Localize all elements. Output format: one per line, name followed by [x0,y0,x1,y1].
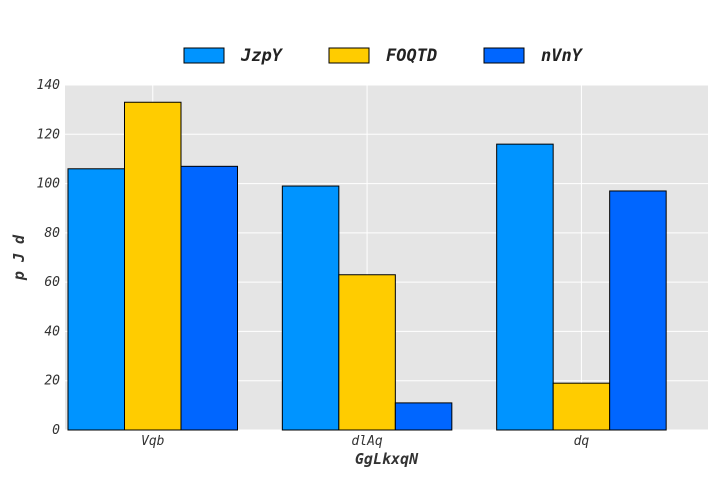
x-axis-label: GgLkxqN [355,450,419,468]
legend-label: nVnY [541,46,584,66]
bar-JzpY-Vqb [68,169,125,430]
x-tick-label: dlAq [351,434,382,449]
bar-nVnY-Vqb [181,166,238,430]
y-tick-label: 100 [37,177,61,192]
bar-JzpY-dlAq [282,186,339,430]
y-axis-label: p J d [10,234,28,281]
bar-nVnY-dlAq [395,403,452,430]
legend-label: FOQTD [386,46,437,66]
legend-swatch [184,48,224,63]
y-tick-label: 80 [44,226,60,241]
y-tick-label: 20 [44,374,60,389]
bar-FOQTD-dq [553,383,610,430]
legend-swatch [329,48,369,63]
y-tick-label: 120 [37,127,61,142]
y-tick-label: 140 [37,78,61,93]
x-tick-label: Vqb [141,434,165,449]
y-axis-ticks: 0 20 40 60 80 100 120 140 [37,78,61,438]
legend: JzpY FOQTD nVnY [184,46,584,66]
y-tick-label: 0 [52,423,60,438]
legend-swatch [484,48,524,63]
bar-FOQTD-dlAq [339,275,396,430]
bar-JzpY-dq [497,144,553,430]
bar-nVnY-dq [610,191,667,430]
x-axis-ticks: Vqb dlAq dq [141,434,589,449]
legend-label: JzpY [240,46,284,66]
x-tick-label: dq [574,434,590,449]
bar-FOQTD-Vqb [125,102,182,430]
y-tick-label: 60 [44,275,60,290]
y-tick-label: 40 [44,324,60,339]
